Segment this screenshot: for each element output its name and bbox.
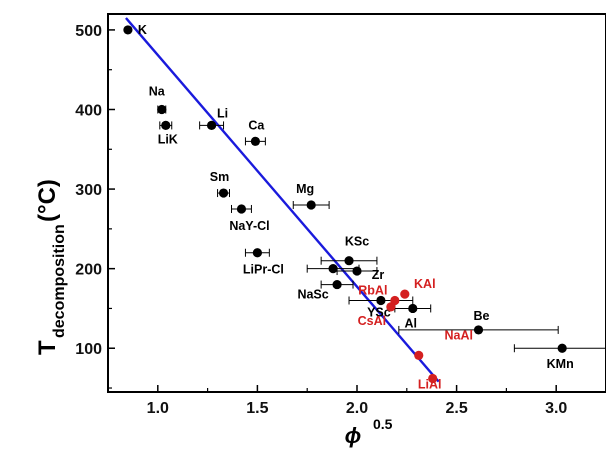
point-label-nay-cl: NaY-Cl [229, 219, 269, 233]
point-label-csal: CsAl [358, 314, 386, 328]
axis-ticks: 1.0 1.5 2.0 2.5 3.0 100 200 300 400 500 [75, 23, 567, 417]
y-axis-title: T decomposition (°C) [34, 179, 68, 355]
point-label-li: Li [217, 106, 228, 120]
point-label-k: K [138, 23, 147, 37]
point-label-be: Be [474, 309, 490, 323]
data-point-ksc [344, 256, 354, 266]
y-axis-title-unit: (°C) [34, 179, 61, 222]
data-point-naal [414, 350, 424, 360]
x-tick-label: 2.0 [346, 400, 368, 417]
fit-line [125, 17, 440, 383]
data-points: K Na LiK Li Ca Sm NaY-Cl Mg LiPr-Cl KSc Zr NaSc YSc A… [123, 23, 606, 391]
data-point-k [123, 25, 133, 35]
data-point-unlabeled [328, 264, 338, 274]
y-tick-label: 300 [75, 182, 102, 199]
x-tick-label: 1.0 [147, 400, 169, 417]
point-label-al: Al [405, 316, 418, 330]
data-point-mg [306, 200, 316, 210]
point-label-na: Na [149, 84, 166, 98]
point-label-mg: Mg [296, 182, 314, 196]
point-label-kmn: KMn [547, 357, 574, 371]
y-tick-label: 100 [75, 341, 102, 358]
data-point-lik [161, 120, 171, 131]
data-point-na [157, 104, 167, 115]
x-tick-label: 1.5 [246, 400, 268, 417]
y-tick-label: 200 [75, 262, 102, 279]
data-point-csal [386, 302, 396, 312]
data-point-li [206, 120, 217, 131]
point-label-lik: LiK [158, 132, 178, 146]
point-label-ksc: KSc [345, 235, 369, 249]
data-point-sm [218, 188, 229, 198]
data-point-zr [352, 266, 362, 276]
point-label-lipr-cl: LiPr-Cl [243, 263, 284, 277]
data-point-be [473, 325, 484, 335]
point-label-ca: Ca [248, 118, 265, 132]
y-axis-title-main: T [34, 340, 61, 355]
point-label-lial: LiAl [418, 377, 442, 391]
y-tick-label: 500 [75, 23, 102, 40]
data-point-nay-cl [236, 204, 247, 214]
y-axis-title-subscript: decomposition [51, 224, 68, 338]
point-label-rbal: RbAl [358, 283, 387, 297]
data-point-kmn [557, 343, 567, 353]
data-point-kal [400, 289, 410, 299]
point-label-ysc: YSc [367, 305, 391, 319]
y-tick-label: 400 [75, 102, 102, 119]
fit-line-layer [125, 17, 440, 383]
data-point-ca [250, 136, 261, 146]
point-label-zr: Zr [372, 268, 385, 282]
data-point-nasc [332, 279, 342, 290]
point-label-sm: Sm [210, 170, 229, 184]
data-point-lipr-cl [252, 248, 262, 258]
x-axis-title-superscript: 0.5 [373, 416, 393, 432]
data-point-lial [428, 373, 438, 384]
data-point-ysc [376, 295, 386, 306]
data-point-al [408, 303, 418, 314]
plot-frame [107, 13, 606, 393]
x-tick-label: 2.5 [445, 400, 467, 417]
point-label-naal: NaAl [445, 328, 473, 342]
point-label-nasc: NaSc [297, 288, 328, 302]
x-tick-label: 3.0 [545, 400, 567, 417]
x-axis-title: ϕ [345, 423, 362, 448]
point-label-kal: KAl [414, 277, 436, 291]
